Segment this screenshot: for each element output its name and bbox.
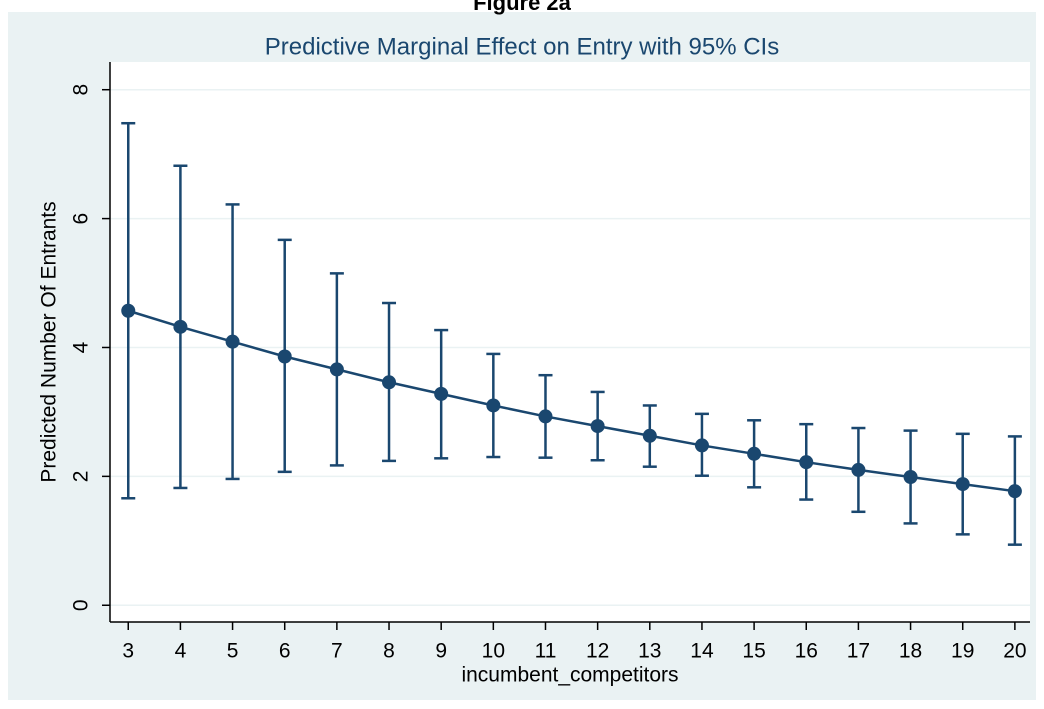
x-tick-label: 15 [742, 640, 765, 663]
x-tick-label: 12 [586, 640, 609, 663]
point [955, 477, 970, 492]
point [851, 462, 866, 477]
y-tick-label: 4 [70, 341, 93, 353]
point [538, 409, 553, 424]
x-tick-label: 14 [690, 640, 714, 663]
x-tick-label: 17 [847, 640, 870, 663]
x-tick-label: 9 [435, 640, 447, 663]
point [799, 455, 814, 470]
point [590, 419, 605, 434]
x-tick-label: 3 [122, 640, 134, 663]
x-tick-label: 19 [951, 640, 974, 663]
point [277, 349, 292, 364]
figure-header: Figure 2a [473, 0, 572, 15]
plot-region [110, 62, 1030, 622]
point [642, 428, 657, 443]
point [1007, 484, 1022, 499]
point [382, 375, 397, 390]
x-tick-label: 16 [795, 640, 818, 663]
x-tick-label: 20 [1003, 640, 1026, 663]
line [127, 309, 1016, 493]
point [486, 398, 501, 413]
y-tick-label: 0 [70, 599, 93, 611]
point [903, 470, 918, 485]
x-tick-label: 5 [227, 640, 239, 663]
x-axis-label: incumbent_competitors [461, 664, 678, 687]
point [694, 438, 709, 453]
x-tick-label: 6 [279, 640, 291, 663]
x-tick-label: 11 [535, 640, 557, 663]
x-tick-label: 4 [175, 640, 187, 663]
point [121, 303, 136, 318]
point [173, 319, 188, 334]
y-tick-label: 8 [70, 84, 93, 96]
x-tick-label: 8 [383, 640, 395, 663]
chart-title: Predictive Marginal Effect on Entry with… [265, 33, 779, 60]
point [747, 446, 762, 461]
y-tick-label: 6 [70, 213, 93, 225]
point [329, 362, 344, 377]
point [225, 334, 240, 349]
point [434, 386, 449, 401]
x-tick-label: 7 [331, 640, 343, 663]
y-axis-label: Predicted Number Of Entrants [38, 201, 61, 482]
x-tick-label: 13 [638, 640, 661, 663]
y-tick-label: 2 [70, 471, 93, 483]
x-tick-label: 18 [899, 640, 922, 663]
x-tick-label: 10 [482, 640, 505, 663]
